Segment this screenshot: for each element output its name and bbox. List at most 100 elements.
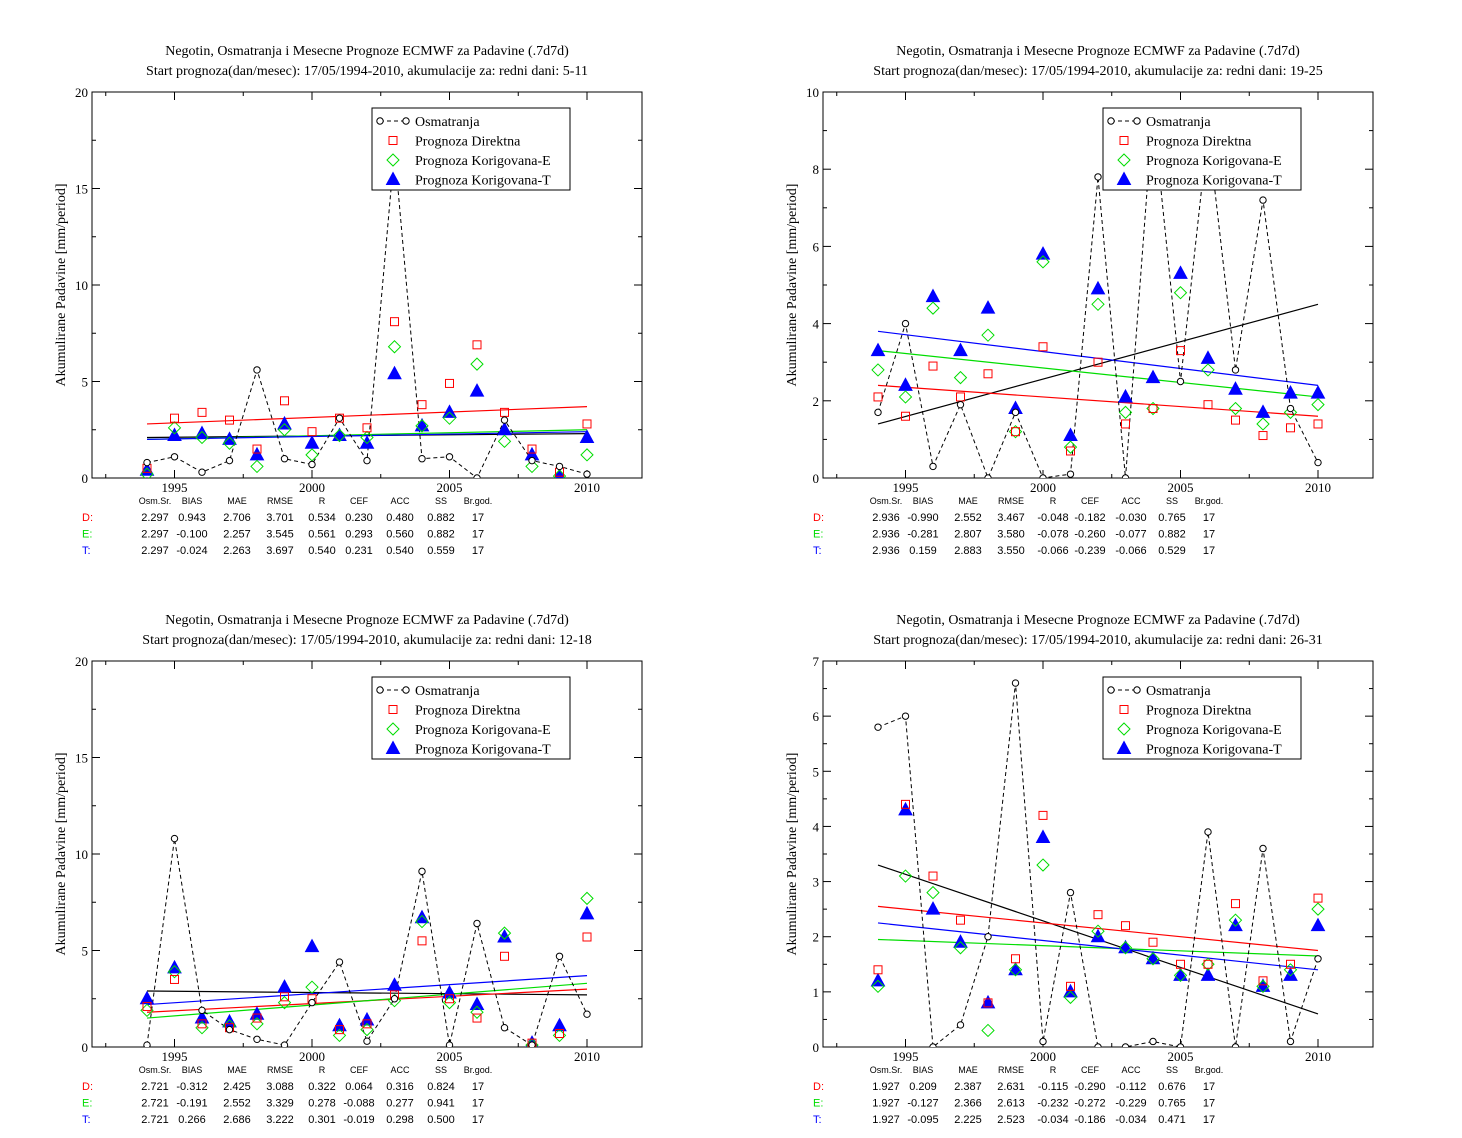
stats-row-label: T: <box>82 1114 91 1126</box>
point-obs <box>583 470 591 478</box>
point-D <box>335 1025 344 1035</box>
x-tick-label: 2000 <box>299 1049 325 1064</box>
stats-value: 17 <box>472 1114 484 1126</box>
point-obs <box>418 455 426 463</box>
point-E <box>1118 941 1133 955</box>
point-D <box>956 915 965 925</box>
point-T <box>167 427 182 442</box>
stats-value: 2.883 <box>954 545 982 557</box>
point-E <box>305 448 319 462</box>
plot-area <box>139 146 595 478</box>
point-D <box>1286 423 1295 433</box>
point-E <box>1311 397 1325 412</box>
stats-value: 3.550 <box>997 545 1025 557</box>
stats-header: MAE <box>958 496 978 506</box>
point-D <box>1066 981 1075 991</box>
point-E <box>1063 990 1078 1005</box>
point-D <box>307 427 317 437</box>
point-T <box>194 425 210 440</box>
stats-value: 3.701 <box>266 512 294 524</box>
stats-row-label: D: <box>813 1081 824 1093</box>
stats-value: 2.706 <box>223 512 251 524</box>
legend-label: Prognoza Korigovana-T <box>415 743 551 758</box>
stats-value: 1.927 <box>872 1081 900 1093</box>
point-D <box>142 1001 152 1011</box>
stats-value: 17 <box>1203 512 1215 524</box>
stats-value: 17 <box>1203 1081 1215 1093</box>
stats-value: 2.297 <box>141 529 169 541</box>
point-E <box>470 1005 484 1019</box>
stats-row-label: T: <box>813 545 822 557</box>
point-obs <box>143 1041 151 1047</box>
point-D <box>472 1013 482 1023</box>
legend-marker-obs <box>1107 117 1115 125</box>
legend-marker-D <box>1119 136 1129 145</box>
stats-value: 0.560 <box>386 529 414 541</box>
stats-table: Osm.Sr. BIAS MAE RMSE R CEF ACC SS Br.god. D: 2.72… <box>82 1065 492 1126</box>
point-T <box>332 427 347 442</box>
stats-value: -0.182 <box>1074 512 1105 524</box>
stats-value: 0.230 <box>345 512 373 524</box>
point-obs <box>418 867 426 876</box>
point-T <box>469 996 485 1011</box>
stats-value: -0.186 <box>1074 1114 1105 1126</box>
legend-label: Prognoza Korigovana-E <box>415 154 551 169</box>
point-D <box>500 407 509 417</box>
point-D <box>1038 810 1048 820</box>
stats-value: -0.112 <box>1116 1081 1146 1093</box>
stats-value: 0.765 <box>1158 1098 1186 1110</box>
stats-row-label: E: <box>813 529 823 541</box>
point-T <box>1228 917 1243 932</box>
point-obs <box>1094 173 1102 181</box>
point-T <box>359 435 375 449</box>
point-E <box>250 459 264 474</box>
legend: Osmatranja Prognoza Direktna Prognoza Kori… <box>371 107 571 191</box>
stats-value: 3.545 <box>266 529 294 541</box>
point-E <box>1201 363 1215 377</box>
stats-header: CEF <box>1081 1065 1100 1075</box>
y-tick-label: 4 <box>813 317 820 332</box>
point-T <box>579 429 595 443</box>
point-D <box>582 419 592 429</box>
stats-row-label: D: <box>813 512 824 524</box>
point-T <box>1145 950 1161 965</box>
stats-row-label: E: <box>813 1098 823 1110</box>
legend-marker-D <box>388 136 398 145</box>
y-tick-label: 10 <box>75 847 88 862</box>
point-D <box>417 400 427 410</box>
point-E <box>1228 913 1243 927</box>
point-obs <box>1176 377 1185 386</box>
y-axis-label: Akumulirane Padavine [mm/period] <box>785 184 800 387</box>
stats-header: RMSE <box>998 1065 1024 1075</box>
stats-value: -0.260 <box>1074 529 1105 541</box>
point-obs <box>929 462 937 471</box>
stats-header: CEF <box>350 1065 369 1075</box>
stats-header: MAE <box>958 1065 978 1075</box>
point-obs <box>170 453 179 461</box>
stats-value: 2.936 <box>872 545 900 557</box>
point-obs <box>555 952 564 960</box>
stats-value: 0.882 <box>427 512 455 524</box>
y-tick-label: 15 <box>75 751 88 766</box>
point-D <box>983 369 993 379</box>
point-obs <box>1231 1043 1240 1047</box>
point-D <box>555 1028 564 1038</box>
point-D <box>1121 921 1130 931</box>
stats-header: RMSE <box>998 496 1024 506</box>
point-D <box>1176 959 1185 969</box>
point-D <box>225 415 234 425</box>
point-obs <box>528 456 536 465</box>
point-E <box>1008 963 1023 977</box>
point-D <box>362 423 372 433</box>
legend-marker-E <box>386 153 400 167</box>
stats-header: R <box>319 1065 326 1075</box>
legend-marker-obs <box>376 117 384 125</box>
stats-value: 0.529 <box>1158 545 1186 557</box>
legend-marker-E <box>1117 722 1131 736</box>
point-T <box>1118 939 1133 954</box>
point-T <box>1283 385 1298 399</box>
stats-header: MAE <box>227 496 247 506</box>
point-obs <box>445 1041 454 1047</box>
stats-value: 1.927 <box>872 1098 900 1110</box>
stats-value: 0.278 <box>308 1098 336 1110</box>
